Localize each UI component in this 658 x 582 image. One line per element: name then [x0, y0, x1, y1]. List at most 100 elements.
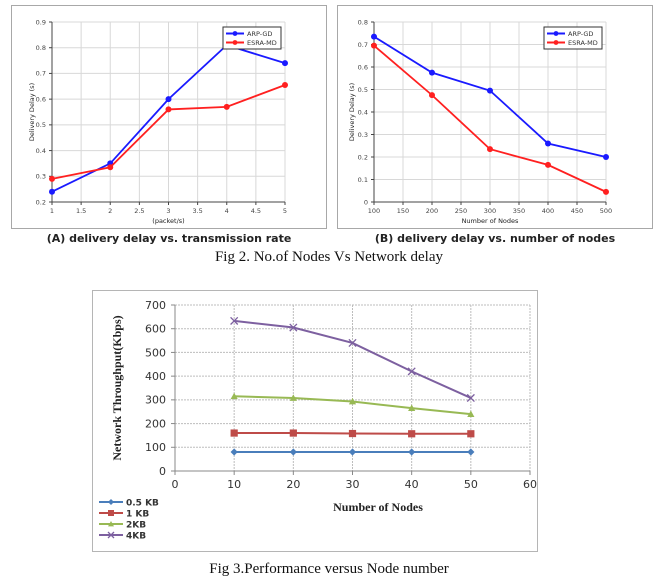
chart-c-x-tick-label: 20 — [286, 478, 300, 491]
chart-c-y-tick-label: 300 — [145, 394, 166, 407]
chart-c-data-point — [230, 448, 238, 456]
chart-c-data-point — [407, 367, 416, 376]
chart-b-data-point — [545, 140, 551, 147]
chart-a-y-tick-label: 0.8 — [36, 44, 46, 52]
chart-a-x-axis-title: (packet/s) — [152, 217, 184, 225]
chart-a-y-tick-label: 0.4 — [36, 147, 46, 155]
chart-a-legend-marker — [232, 31, 238, 36]
chart-a-y-tick-label: 0.5 — [36, 121, 46, 129]
chart-c-data-point — [467, 448, 475, 456]
chart-c-panel: 0 10 20 30 40 50 60 0 100 200 300 400 500 600 700 Numbe… — [92, 290, 538, 552]
chart-b-y-axis-title: Delivery Delay (s) — [348, 83, 356, 141]
chart-b-data-point — [487, 146, 493, 153]
chart-a-data-point — [49, 175, 55, 182]
chart-b-data-point — [429, 92, 435, 99]
chart-c-legend-marker — [107, 531, 115, 539]
chart-c-y-tick-label: 600 — [145, 323, 166, 336]
chart-a-legend-label: ARP-GD — [247, 30, 272, 38]
chart-c-data-point — [466, 393, 475, 403]
chart-a-data-point — [49, 188, 55, 195]
chart-a-x-tick-label: 1 — [50, 207, 54, 215]
chart-c-data-point — [348, 338, 357, 348]
chart-b-svg: 100 150 200 250 300 350 400 450 500 0 0.1 0.2 0.3 0.4… — [348, 18, 612, 225]
chart-c-data-point — [230, 316, 239, 325]
chart-c-series-1-kb — [230, 429, 475, 438]
chart-b-x-tick-label: 450 — [571, 207, 583, 215]
chart-c-data-point — [467, 410, 475, 417]
chart-c-series-2kb — [230, 392, 475, 417]
chart-b-y-tick-label: 0.6 — [358, 63, 368, 71]
chart-a-data-point — [282, 60, 288, 67]
chart-a-x-tick-label: 5 — [283, 207, 287, 215]
chart-a-data-point — [107, 164, 114, 171]
chart-a-legend-label: ESRA-MD — [247, 39, 277, 47]
chart-c-x-tick-label: 10 — [227, 478, 241, 491]
chart-b-y-tick-label: 0.8 — [358, 18, 368, 26]
chart-c-data-point — [408, 404, 416, 412]
chart-c-y-tick-label: 200 — [145, 417, 166, 430]
chart-b-x-tick-label: 500 — [600, 207, 612, 215]
chart-c-legend-marker — [108, 499, 114, 505]
chart-a-data-point — [165, 106, 172, 113]
chart-b-series-esra-md — [371, 42, 609, 195]
chart-c-y-tick-label: 100 — [145, 441, 166, 454]
chart-a-legend-marker — [232, 40, 238, 45]
chart-c-x-tick-label: 0 — [172, 478, 179, 491]
chart-a-y-tick-label: 0.7 — [36, 70, 46, 78]
chart-a-panel: 1 1.5 2 2.5 3 3.5 4 4.5 5 0.2 0.3 0.4 0.5 0.6 0.7 0.8 0.… — [11, 5, 327, 229]
chart-c-x-tick-label: 40 — [405, 478, 419, 491]
chart-b-y-tick-label: 0 — [364, 198, 368, 206]
chart-c-y-tick-label: 400 — [145, 370, 166, 383]
chart-c-data-point — [348, 397, 357, 405]
chart-c-legend-label: 2KB — [126, 521, 146, 531]
chart-b-series-arp-gd — [371, 33, 609, 160]
chart-b-data-point — [487, 87, 493, 94]
chart-c-data-point — [408, 430, 416, 438]
chart-c-x-tick-label: 60 — [523, 478, 537, 491]
chart-c-x-tick-label: 50 — [464, 478, 478, 491]
chart-b-legend-marker — [553, 31, 559, 36]
chart-b-data-point — [371, 33, 377, 40]
chart-c-series-4kb — [230, 316, 475, 403]
chart-b-legend-label: ARP-GD — [568, 30, 593, 38]
chart-b-data-point — [429, 69, 435, 76]
chart-a-y-tick-label: 0.9 — [36, 18, 46, 26]
chart-b-legend-marker — [553, 40, 559, 45]
chart-b-panel: 100 150 200 250 300 350 400 450 500 0 0.1 0.2 0.3 0.4… — [337, 5, 653, 229]
chart-b-data-point — [545, 161, 551, 168]
chart-c-y-tick-label: 0 — [159, 465, 166, 478]
chart-a-subcaption: (A) delivery delay vs. transmission rate — [46, 232, 292, 245]
chart-c-data-point — [230, 392, 238, 400]
chart-b-x-tick-label: 350 — [513, 207, 525, 215]
chart-a-series-arp-gd — [49, 42, 288, 195]
chart-c-legend-marker — [108, 510, 114, 516]
chart-b-y-tick-label: 0.2 — [358, 153, 368, 161]
chart-c-y-axis-title: Network Throughput(Kbps) — [110, 315, 124, 460]
chart-a-x-tick-label: 3 — [166, 207, 170, 215]
chart-a-svg: 1 1.5 2 2.5 3 3.5 4 4.5 5 0.2 0.3 0.4 0.5 0.6 0.7 0.8 0.… — [28, 18, 288, 225]
chart-b-x-tick-label: 200 — [426, 207, 438, 215]
chart-a-y-tick-label: 0.6 — [36, 95, 46, 103]
figure-2-caption: Fig 2. No.of Nodes Vs Network delay — [214, 249, 444, 265]
chart-b-data-point — [371, 42, 377, 49]
chart-c-grid — [174, 304, 531, 472]
chart-b-y-tick-label: 0.3 — [358, 131, 368, 139]
chart-c-data-point — [289, 448, 297, 456]
chart-c-x-tick-label: 30 — [346, 478, 360, 491]
chart-a-y-tick-label: 0.3 — [36, 173, 46, 181]
chart-c-legend-label: 4KB — [126, 532, 146, 542]
chart-c-data-point — [467, 430, 475, 438]
chart-c-legend-marker — [108, 521, 114, 527]
chart-a-data-point — [282, 82, 288, 88]
chart-c-data-point — [408, 448, 416, 456]
chart-a-x-tick-label: 2 — [108, 207, 112, 215]
chart-a-x-tick-label: 2.5 — [134, 207, 144, 215]
chart-b-y-tick-label: 0.7 — [358, 41, 368, 49]
chart-b-x-axis-title: Number of Nodes — [462, 217, 519, 225]
chart-b-x-tick-label: 400 — [542, 207, 554, 215]
chart-b-data-point — [603, 188, 609, 195]
chart-c-legend-label: 0.5 KB — [126, 499, 159, 509]
chart-a-y-tick-label: 0.2 — [36, 198, 46, 206]
